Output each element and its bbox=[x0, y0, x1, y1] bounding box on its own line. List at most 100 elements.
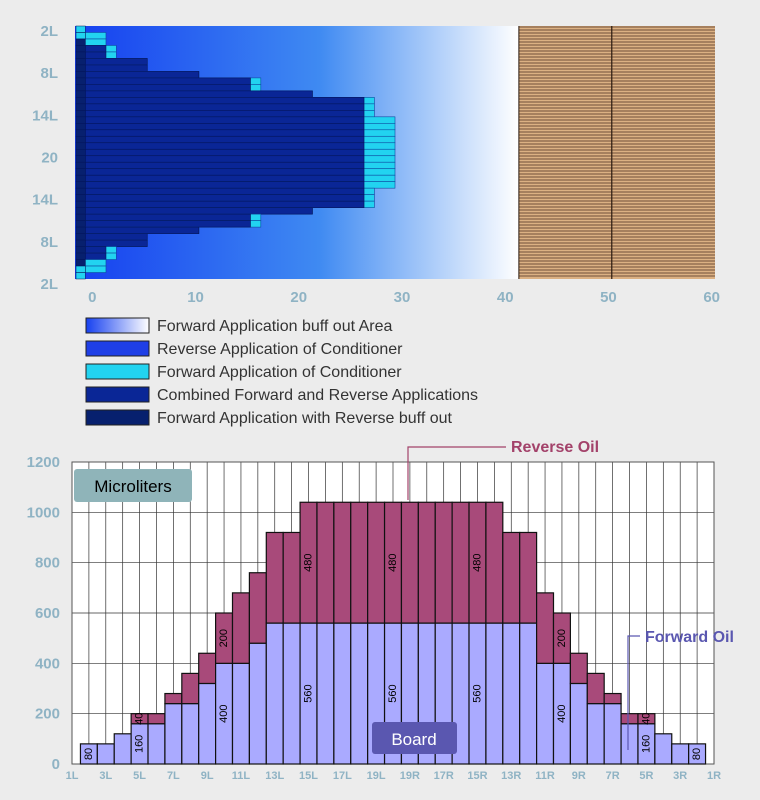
microliters-box bbox=[74, 469, 192, 502]
forward-oil-bar bbox=[519, 622, 538, 765]
heatmap-x-tick-label: 20 bbox=[290, 289, 307, 306]
bar-chart-x-tick-label: 3R bbox=[673, 770, 687, 782]
forward-oil-bar bbox=[198, 682, 217, 765]
forward-oil-bar bbox=[265, 622, 284, 765]
combined-application-row bbox=[85, 200, 365, 208]
heatmap-y-tick-label: 2L bbox=[40, 23, 58, 40]
bar-chart-bars bbox=[79, 501, 707, 765]
forward-conditioner-row bbox=[85, 38, 107, 46]
conditioner-heatmap: 2L 8L 14L 20 14L 8L 2L 0 10 20 30 40 50 60 bbox=[32, 23, 720, 306]
bar-chart-x-tick-label: 15L bbox=[299, 770, 318, 782]
bar-data-label: 480 bbox=[387, 553, 399, 571]
combined-application-row bbox=[85, 194, 365, 202]
heatmap-x-tick-label: 0 bbox=[88, 289, 96, 306]
combined-application-row bbox=[85, 181, 365, 189]
forward-oil-bar bbox=[688, 743, 707, 765]
forward-oil-bar bbox=[316, 622, 335, 765]
bar-chart-x-tick-label: 5R bbox=[639, 770, 653, 782]
combined-application-row bbox=[85, 233, 148, 241]
bar-chart-y-tick-label: 400 bbox=[35, 655, 60, 672]
forward-oil-leader-line bbox=[627, 635, 640, 750]
bar-data-label: 400 bbox=[218, 704, 230, 722]
combined-application-row bbox=[85, 187, 365, 195]
edge-stripe-row bbox=[75, 103, 86, 111]
bar-chart-x-tick-label: 19R bbox=[400, 770, 420, 782]
bar-data-label: 200 bbox=[556, 629, 568, 647]
forward-oil-bar bbox=[603, 702, 622, 765]
edge-stripe-row bbox=[75, 149, 86, 156]
edge-stripe-row bbox=[75, 136, 86, 144]
edge-stripe-row bbox=[75, 207, 86, 215]
heatmap-x-tick-label: 50 bbox=[600, 289, 617, 306]
edge-stripe-row bbox=[75, 161, 86, 169]
heatmap-x-tick-labels: 0 10 20 30 40 50 60 bbox=[88, 289, 720, 306]
heatmap-y-tick-label: 14L bbox=[32, 107, 58, 124]
reverse-oil-bar bbox=[603, 692, 622, 705]
forward-conditioner-row bbox=[85, 265, 107, 273]
bar-data-label: 160 bbox=[134, 735, 146, 753]
bar-data-label: 560 bbox=[471, 684, 483, 702]
reverse-oil-bar bbox=[367, 501, 386, 624]
legend-swatch bbox=[85, 386, 150, 403]
legend-swatch bbox=[85, 317, 150, 334]
combined-application-row bbox=[85, 207, 313, 215]
bar-chart-y-tick-label: 1000 bbox=[27, 504, 60, 521]
combined-application-row bbox=[85, 252, 107, 260]
combined-application-row bbox=[85, 129, 365, 137]
bar-data-label: 80 bbox=[691, 748, 703, 760]
edge-stripe-row bbox=[75, 64, 86, 72]
heatmap-x-tick-label: 30 bbox=[394, 289, 411, 306]
edge-stripe-row bbox=[75, 129, 86, 137]
reverse-oil-bar bbox=[147, 713, 166, 725]
bar-chart-x-tick-label: 11L bbox=[232, 770, 251, 782]
edge-stripe-row bbox=[75, 226, 86, 234]
combined-application-row bbox=[85, 64, 148, 72]
reverse-oil-bar bbox=[586, 672, 605, 705]
reverse-oil-bar bbox=[181, 672, 200, 705]
oil-stacked-bar-chart: 80 40 160 200 400 480 560 480 560 480 560 200 400 40 1… bbox=[27, 439, 734, 782]
combined-application-row bbox=[85, 174, 365, 182]
combined-application-row bbox=[85, 116, 365, 124]
legend-label: Combined Forward and Reverse Application… bbox=[157, 387, 478, 404]
edge-stripe-row bbox=[75, 187, 86, 195]
edge-stripe-row bbox=[75, 246, 86, 254]
bar-data-label: 400 bbox=[556, 704, 568, 722]
forward-oil-bar bbox=[333, 622, 352, 765]
forward-oil-bar bbox=[536, 662, 555, 765]
combined-application-row bbox=[85, 246, 107, 254]
edge-stripe-row bbox=[75, 155, 86, 163]
legend-label: Forward Application with Reverse buff ou… bbox=[157, 410, 453, 427]
reverse-oil-bar bbox=[536, 592, 555, 664]
forward-oil-bar bbox=[485, 622, 504, 765]
combined-application-row bbox=[85, 123, 365, 131]
bar-chart-y-tick-labels: 0 200 400 600 800 1000 1200 bbox=[27, 454, 60, 773]
combined-application-row bbox=[85, 161, 365, 170]
forward-oil-bar bbox=[654, 733, 673, 765]
combined-application-row bbox=[85, 110, 365, 118]
heatmap-y-tick-label: 8L bbox=[40, 234, 58, 251]
forward-conditioner-row bbox=[85, 32, 107, 40]
edge-stripe-row bbox=[75, 116, 86, 124]
legend-swatch bbox=[85, 340, 150, 357]
wood-board bbox=[518, 26, 715, 279]
bar-data-label: 80 bbox=[83, 748, 95, 760]
reverse-oil-bar bbox=[164, 692, 183, 705]
reverse-oil-bar bbox=[248, 572, 267, 644]
reverse-oil-bar bbox=[350, 501, 369, 624]
bar-data-label: 160 bbox=[640, 735, 652, 753]
bar-data-label: 560 bbox=[303, 684, 315, 702]
edge-stripe-row bbox=[75, 58, 86, 66]
bar-chart-x-tick-label: 13L bbox=[265, 770, 284, 782]
combined-application-row bbox=[85, 155, 365, 163]
combined-application-row bbox=[85, 51, 107, 59]
bar-chart-x-tick-label: 7L bbox=[167, 770, 180, 782]
forward-oil-bar bbox=[282, 622, 301, 765]
reverse-oil-bar bbox=[198, 652, 217, 685]
heatmap-x-tick-label: 40 bbox=[497, 289, 514, 306]
combined-application-row bbox=[85, 71, 200, 79]
forward-oil-bar bbox=[181, 702, 200, 765]
bar-chart-x-tick-label: 9R bbox=[572, 770, 586, 782]
edge-stripe-row bbox=[75, 123, 86, 131]
forward-oil-bar bbox=[502, 622, 521, 765]
